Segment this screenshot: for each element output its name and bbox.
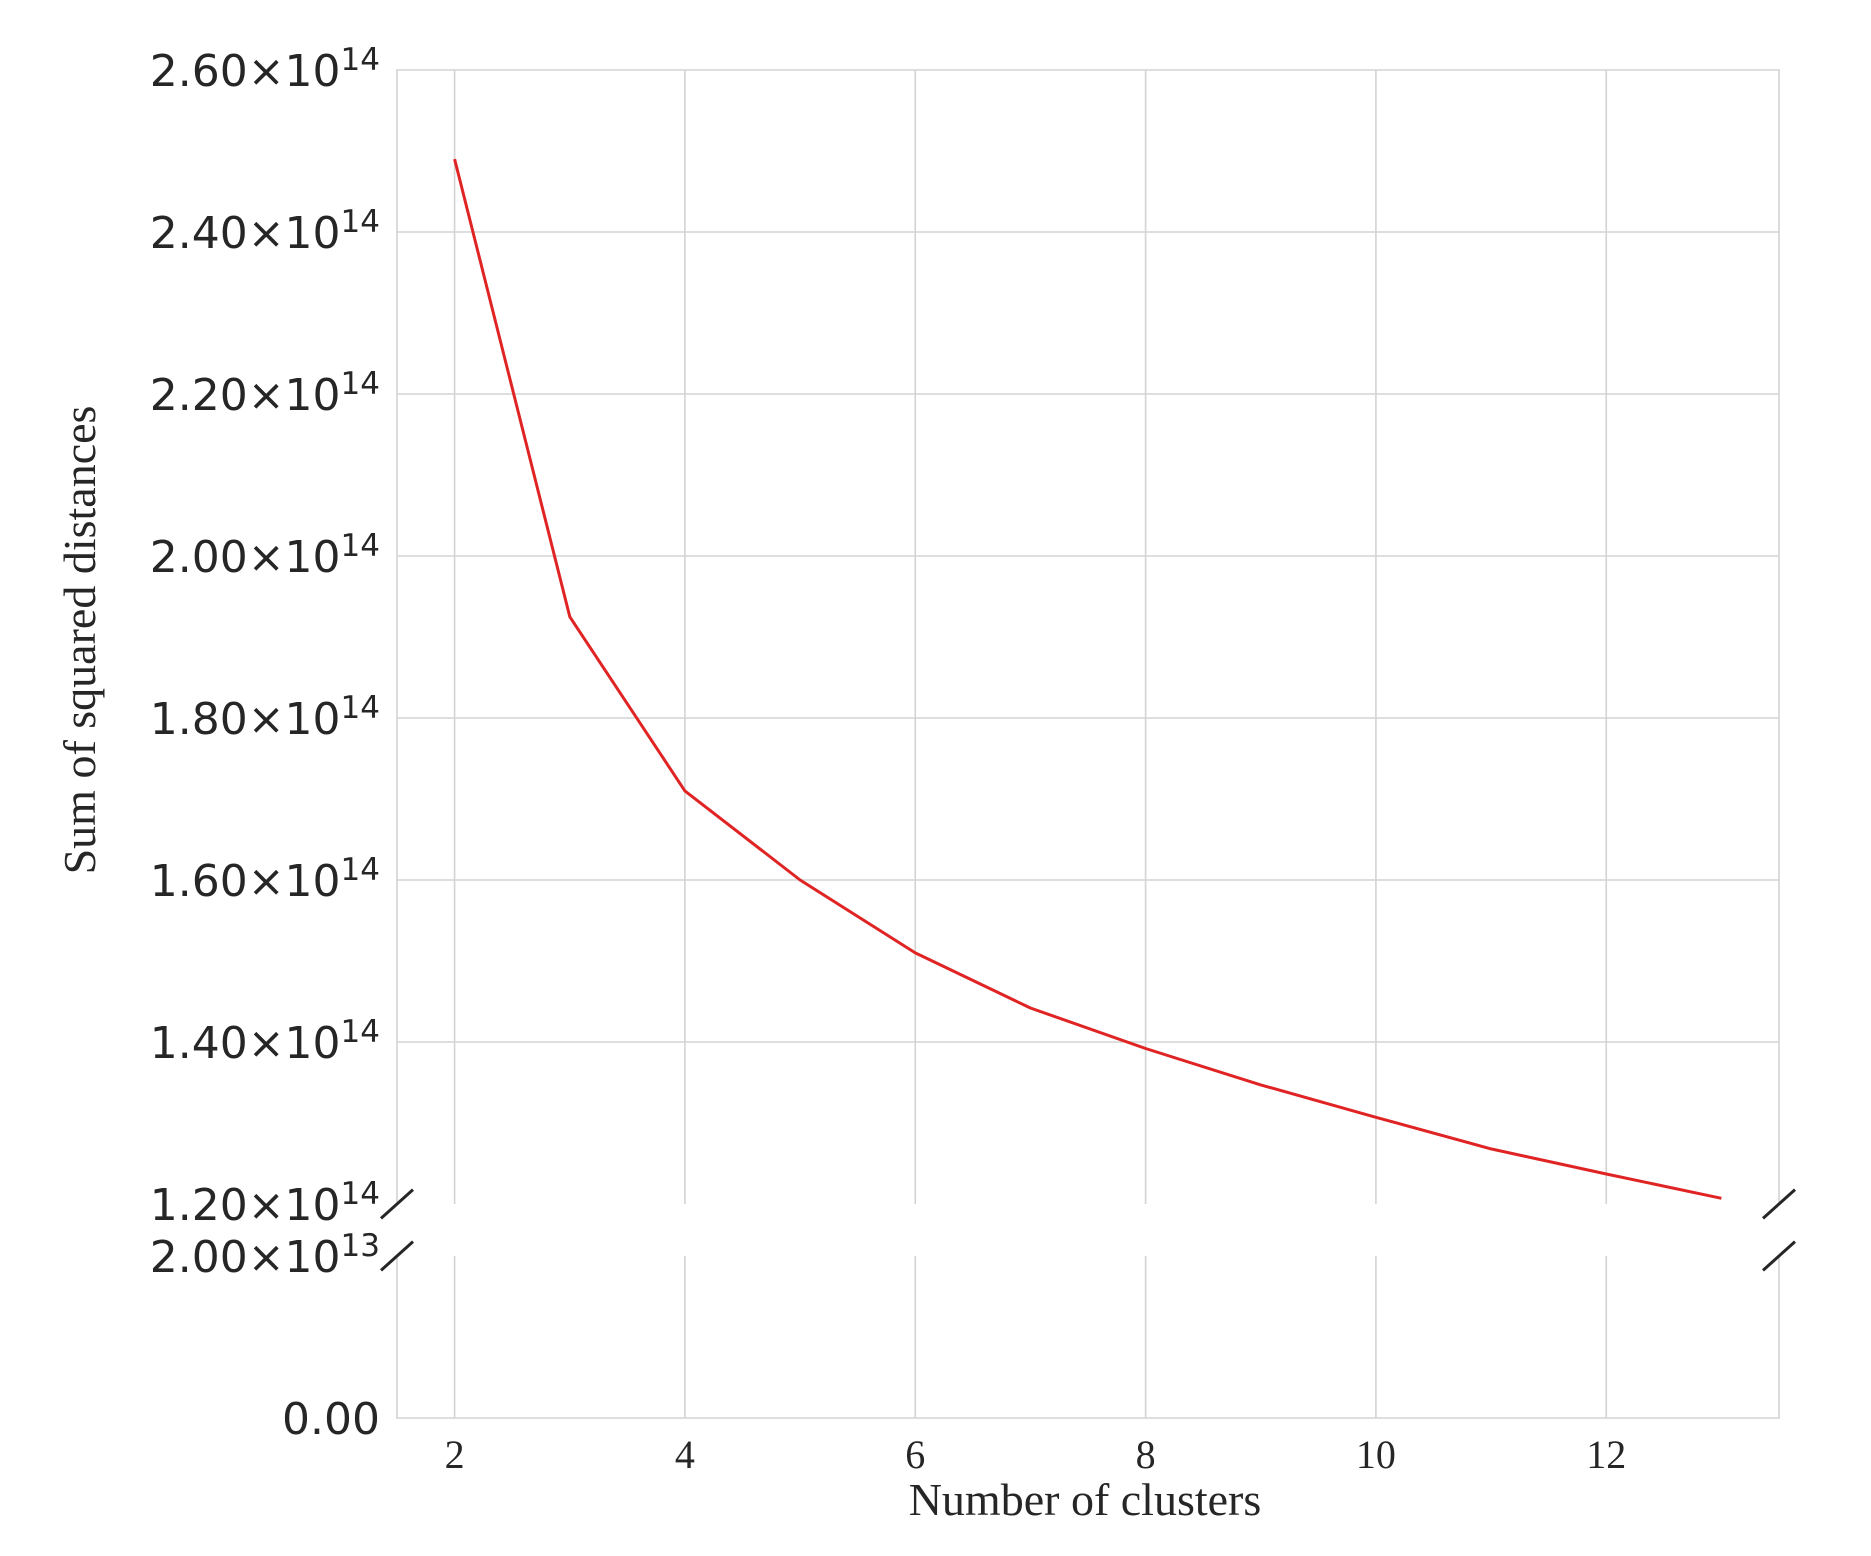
axis-break-mark — [379, 1188, 415, 1220]
y-tick-label-upper: 2.20×1014 — [150, 366, 380, 421]
lower-panel-frame — [396, 1256, 1780, 1419]
axis-break-mark — [1761, 1188, 1797, 1220]
x-tick-label: 6 — [905, 1432, 925, 1477]
x-tick-label: 10 — [1356, 1432, 1396, 1477]
grid-layer — [396, 69, 1780, 1419]
y-tick-label-upper: 1.40×1014 — [150, 1014, 380, 1069]
x-tick-label: 8 — [1136, 1432, 1156, 1477]
axis-break-mark — [1761, 1240, 1797, 1272]
y-tick-label-upper: 2.60×1014 — [150, 42, 380, 97]
axis-break-layer — [379, 1188, 1797, 1272]
x-axis-label: Number of clusters — [909, 1474, 1262, 1525]
tick-label-layer: 2 4 6 8 10 12 1.20×1014 1.40×1014 1.60×1014 1.80×… — [150, 42, 1627, 1477]
y-tick-label-upper: 1.80×1014 — [150, 690, 380, 745]
y-tick-label-upper: 1.20×1014 — [150, 1176, 380, 1231]
y-axis-label: Sum of squared distances — [54, 406, 105, 875]
x-tick-label: 12 — [1586, 1432, 1626, 1477]
series-line — [453, 158, 1722, 1200]
upper-panel-frame — [396, 69, 1780, 1204]
y-tick-label-lower: 2.00×1013 — [150, 1228, 380, 1283]
series-layer — [453, 158, 1722, 1200]
y-tick-label-lower: 0.00 — [282, 1394, 380, 1445]
x-tick-label: 4 — [675, 1432, 695, 1477]
x-tick-label: 2 — [445, 1432, 465, 1477]
y-tick-label-upper: 2.40×1014 — [150, 204, 380, 259]
y-tick-label-upper: 2.00×1014 — [150, 528, 380, 583]
y-tick-label-upper: 1.60×1014 — [150, 852, 380, 907]
axis-break-mark — [379, 1240, 415, 1272]
